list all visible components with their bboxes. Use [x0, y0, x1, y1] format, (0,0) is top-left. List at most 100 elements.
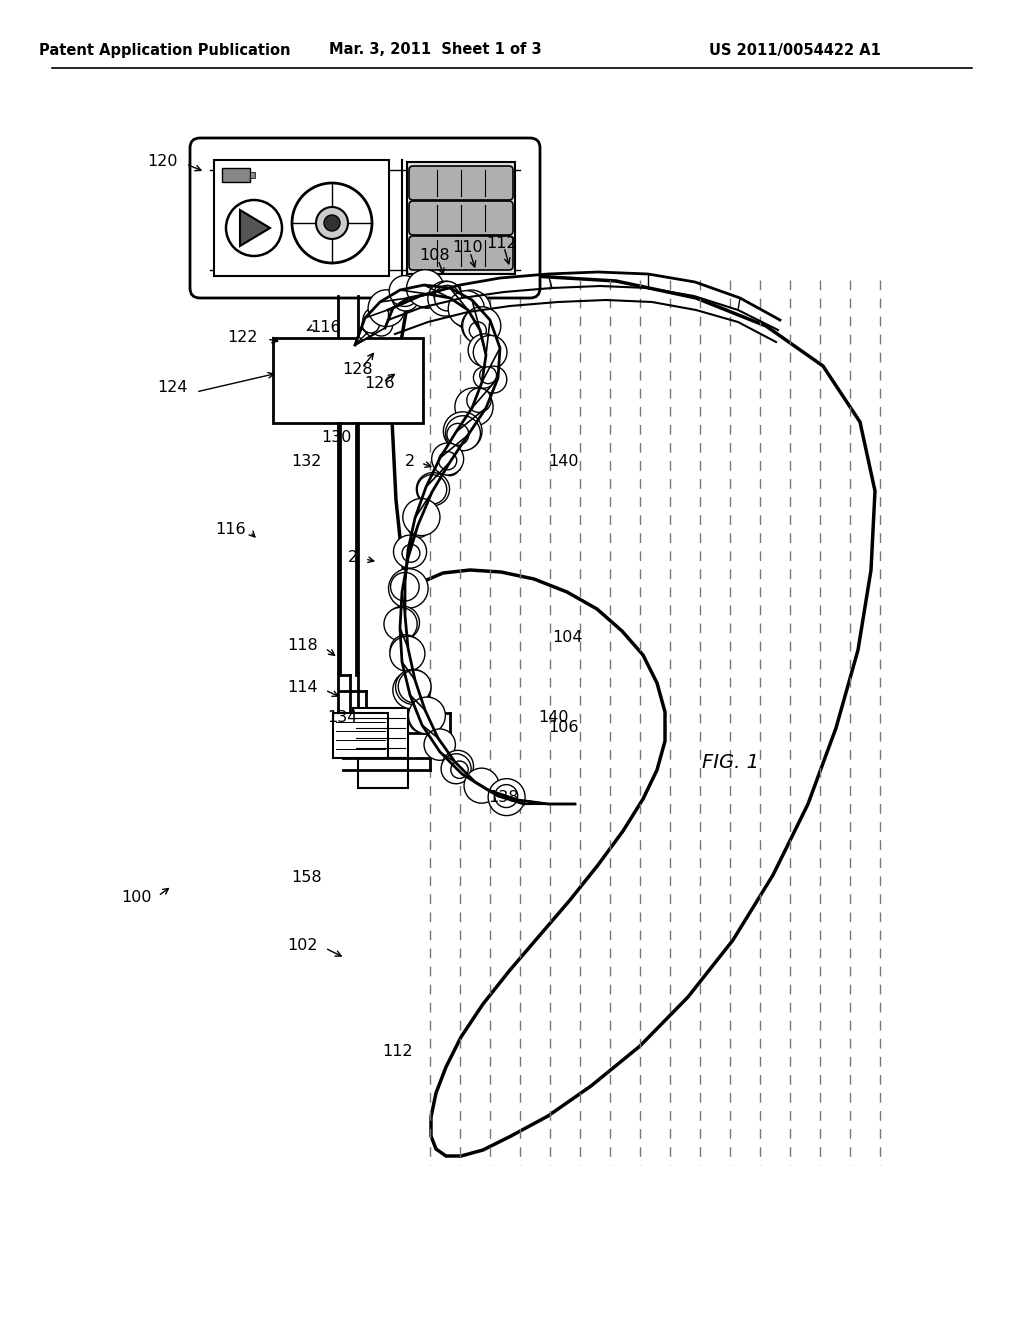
Text: 128: 128 [343, 363, 374, 378]
Text: Patent Application Publication: Patent Application Publication [39, 42, 291, 58]
Circle shape [438, 451, 457, 470]
Circle shape [398, 671, 431, 702]
Circle shape [408, 515, 430, 537]
Circle shape [458, 300, 478, 321]
Circle shape [452, 290, 490, 330]
Polygon shape [391, 276, 874, 1156]
Circle shape [442, 750, 473, 781]
Circle shape [362, 306, 390, 334]
Text: 116: 116 [215, 523, 246, 537]
Circle shape [409, 697, 445, 734]
Text: 116: 116 [310, 321, 341, 335]
Circle shape [467, 388, 492, 412]
Circle shape [384, 607, 417, 640]
Circle shape [392, 284, 419, 312]
Polygon shape [355, 285, 575, 804]
Circle shape [417, 473, 450, 506]
Text: 126: 126 [365, 376, 395, 392]
Text: 104: 104 [552, 631, 583, 645]
FancyBboxPatch shape [409, 236, 513, 271]
Circle shape [389, 276, 420, 306]
FancyBboxPatch shape [409, 201, 513, 235]
Circle shape [469, 322, 486, 339]
Circle shape [410, 705, 431, 727]
Circle shape [443, 412, 482, 450]
Circle shape [423, 477, 442, 496]
Text: 2: 2 [348, 550, 358, 565]
Text: 2: 2 [404, 454, 415, 470]
Bar [214, 160, 389, 276]
Bar [250, 172, 255, 178]
Circle shape [460, 397, 486, 424]
Text: 110: 110 [453, 240, 483, 256]
Circle shape [417, 475, 446, 504]
Text: Mar. 3, 2011  Sheet 1 of 3: Mar. 3, 2011 Sheet 1 of 3 [329, 42, 542, 58]
Text: 112: 112 [383, 1044, 414, 1060]
Text: 106: 106 [548, 721, 579, 735]
Circle shape [473, 367, 495, 388]
Bar [353, 708, 408, 758]
Circle shape [455, 388, 494, 426]
Circle shape [390, 573, 419, 601]
Circle shape [393, 535, 427, 568]
Text: 158: 158 [292, 870, 322, 886]
Text: 140: 140 [548, 454, 579, 470]
Text: 122: 122 [227, 330, 258, 346]
Circle shape [499, 789, 515, 805]
Polygon shape [355, 285, 575, 804]
Text: 100: 100 [122, 891, 152, 906]
Circle shape [316, 207, 348, 239]
Circle shape [226, 201, 282, 256]
Text: 130: 130 [322, 430, 352, 446]
Text: 138: 138 [488, 791, 518, 805]
Circle shape [406, 508, 432, 535]
Circle shape [495, 784, 518, 808]
Text: 108: 108 [420, 248, 451, 264]
Text: 118: 118 [288, 638, 318, 652]
Circle shape [467, 771, 496, 800]
Circle shape [392, 288, 413, 308]
Circle shape [488, 779, 525, 816]
Circle shape [401, 539, 425, 562]
Circle shape [391, 573, 419, 601]
Circle shape [434, 281, 461, 309]
Circle shape [386, 606, 420, 640]
Circle shape [402, 499, 440, 536]
Circle shape [441, 754, 471, 784]
Circle shape [428, 281, 463, 315]
Circle shape [390, 636, 425, 672]
Circle shape [434, 285, 460, 312]
Circle shape [413, 277, 441, 306]
Text: 124: 124 [158, 380, 188, 396]
Circle shape [473, 335, 507, 370]
Bar [222, 168, 250, 182]
Circle shape [468, 334, 501, 367]
Text: 114: 114 [288, 681, 318, 696]
Bar [273, 338, 423, 422]
Text: 102: 102 [288, 937, 318, 953]
Circle shape [407, 269, 444, 308]
Circle shape [414, 281, 441, 309]
Circle shape [392, 639, 422, 669]
FancyBboxPatch shape [190, 139, 540, 298]
Circle shape [479, 367, 497, 384]
Circle shape [463, 306, 501, 345]
Circle shape [388, 569, 428, 609]
Circle shape [409, 708, 434, 733]
Text: 134: 134 [328, 710, 358, 726]
Bar [333, 713, 388, 758]
Circle shape [432, 444, 464, 475]
Text: US 2011/0054422 A1: US 2011/0054422 A1 [709, 42, 881, 58]
Polygon shape [240, 210, 270, 246]
Circle shape [445, 416, 480, 450]
Text: FIG. 1: FIG. 1 [701, 752, 759, 771]
Bar [358, 758, 408, 788]
Circle shape [292, 183, 372, 263]
Text: 140: 140 [538, 710, 568, 726]
Circle shape [395, 669, 430, 705]
Circle shape [393, 671, 431, 709]
Circle shape [451, 762, 468, 779]
Circle shape [464, 768, 499, 803]
FancyBboxPatch shape [409, 166, 513, 201]
Circle shape [380, 296, 400, 315]
